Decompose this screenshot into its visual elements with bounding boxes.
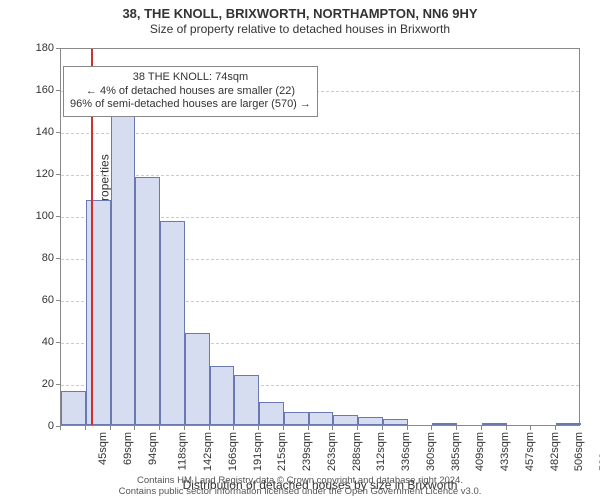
x-tick-mark — [110, 426, 111, 430]
x-tick-label: 506sqm — [574, 432, 586, 471]
footer: Contains HM Land Registry data © Crown c… — [0, 476, 600, 498]
gridline — [61, 133, 579, 134]
x-tick-label: 288sqm — [351, 432, 363, 471]
y-tick-mark — [56, 90, 60, 91]
x-tick-label: 360sqm — [425, 432, 437, 471]
histogram-bar — [185, 333, 210, 425]
y-tick-mark — [56, 300, 60, 301]
y-tick-label: 40 — [24, 336, 54, 348]
y-tick-mark — [56, 216, 60, 217]
y-tick-label: 20 — [24, 378, 54, 390]
histogram-bar — [309, 412, 334, 425]
y-tick-label: 180 — [24, 42, 54, 54]
x-tick-mark — [85, 426, 86, 430]
x-tick-label: 118sqm — [177, 432, 189, 470]
x-tick-label: 45sqm — [97, 432, 109, 465]
x-tick-mark — [456, 426, 457, 430]
x-tick-label: 142sqm — [202, 432, 214, 471]
y-tick-label: 0 — [24, 420, 54, 432]
y-tick-mark — [56, 258, 60, 259]
histogram-bar — [284, 412, 309, 425]
gridline — [61, 175, 579, 176]
x-tick-mark — [209, 426, 210, 430]
y-tick-mark — [56, 174, 60, 175]
x-tick-mark — [431, 426, 432, 430]
y-tick-label: 160 — [24, 84, 54, 96]
annotation-line: 38 THE KNOLL: 74sqm — [70, 71, 311, 85]
y-tick-label: 120 — [24, 168, 54, 180]
histogram-bar — [358, 417, 383, 425]
x-tick-mark — [159, 426, 160, 430]
histogram-bar — [86, 200, 111, 425]
x-tick-label: 457sqm — [524, 432, 536, 471]
x-tick-mark — [506, 426, 507, 430]
x-tick-label: 94sqm — [147, 432, 159, 465]
chart-container: 38, THE KNOLL, BRIXWORTH, NORTHAMPTON, N… — [0, 0, 600, 500]
x-tick-mark — [233, 426, 234, 430]
x-tick-label: 482sqm — [549, 432, 561, 471]
x-tick-mark — [332, 426, 333, 430]
y-tick-label: 140 — [24, 126, 54, 138]
x-tick-mark — [382, 426, 383, 430]
y-tick-mark — [56, 384, 60, 385]
histogram-bar — [234, 375, 259, 425]
x-tick-label: 191sqm — [252, 432, 264, 471]
histogram-bar — [383, 419, 408, 425]
x-tick-mark — [134, 426, 135, 430]
x-tick-label: 239sqm — [301, 432, 313, 471]
annotation-line: 96% of semi-detached houses are larger (… — [70, 98, 311, 112]
x-tick-label: 215sqm — [276, 432, 288, 471]
footer-line-2: Contains public sector information licen… — [0, 487, 600, 498]
histogram-bar — [432, 423, 457, 425]
x-tick-mark — [407, 426, 408, 430]
x-tick-label: 385sqm — [450, 432, 462, 471]
histogram-bar — [160, 221, 185, 425]
page-title: 38, THE KNOLL, BRIXWORTH, NORTHAMPTON, N… — [0, 0, 600, 21]
x-tick-label: 409sqm — [475, 432, 487, 471]
page-subtitle: Size of property relative to detached ho… — [0, 21, 600, 36]
histogram-bar — [556, 423, 581, 425]
y-tick-label: 100 — [24, 210, 54, 222]
y-tick-mark — [56, 48, 60, 49]
x-tick-label: 166sqm — [227, 432, 239, 471]
x-tick-label: 69sqm — [122, 432, 134, 465]
annotation-box: 38 THE KNOLL: 74sqm← 4% of detached hous… — [63, 66, 318, 117]
histogram-bar — [111, 95, 136, 425]
x-tick-mark — [283, 426, 284, 430]
y-tick-label: 80 — [24, 252, 54, 264]
x-tick-label: 312sqm — [376, 432, 388, 471]
x-tick-label: 263sqm — [326, 432, 338, 471]
x-tick-mark — [258, 426, 259, 430]
histogram-bar — [61, 391, 86, 425]
x-tick-mark — [530, 426, 531, 430]
x-tick-label: 336sqm — [400, 432, 412, 471]
x-tick-mark — [555, 426, 556, 430]
plot-wrap: Number of detached properties 38 THE KNO… — [60, 48, 580, 426]
x-tick-mark — [481, 426, 482, 430]
x-tick-mark — [357, 426, 358, 430]
y-tick-label: 60 — [24, 294, 54, 306]
x-tick-label: 433sqm — [499, 432, 511, 471]
annotation-line: ← 4% of detached houses are smaller (22) — [70, 85, 311, 99]
y-tick-mark — [56, 132, 60, 133]
y-tick-mark — [56, 342, 60, 343]
x-tick-mark — [308, 426, 309, 430]
histogram-bar — [135, 177, 160, 425]
plot-area: 38 THE KNOLL: 74sqm← 4% of detached hous… — [60, 48, 580, 426]
histogram-bar — [259, 402, 284, 425]
x-tick-mark — [60, 426, 61, 430]
histogram-bar — [482, 423, 507, 425]
x-tick-mark — [184, 426, 185, 430]
histogram-bar — [333, 415, 358, 426]
histogram-bar — [210, 366, 235, 425]
